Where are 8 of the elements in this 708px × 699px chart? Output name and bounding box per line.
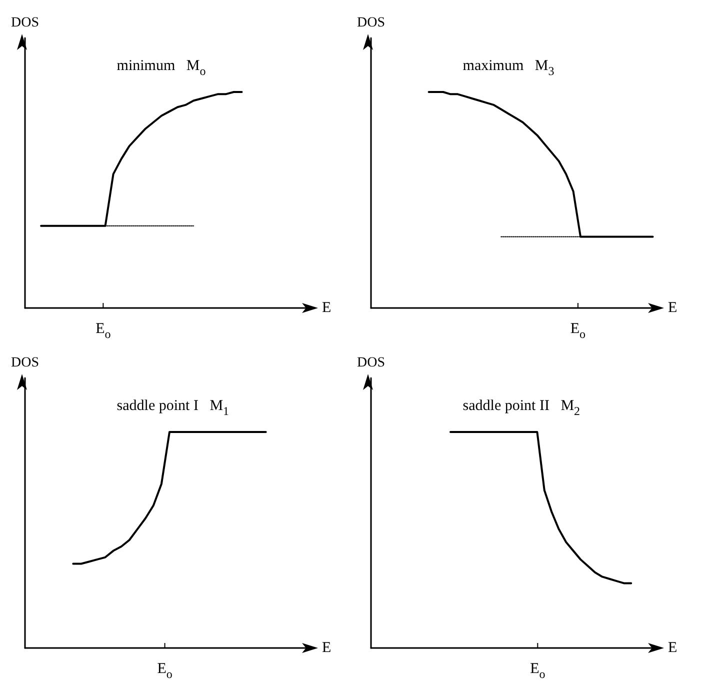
x-axis-title: E	[668, 300, 678, 316]
y-axis-title: DOS	[357, 16, 386, 30]
y-axis-title: DOS	[11, 16, 40, 30]
x-axis-title: E	[322, 640, 332, 656]
x-axis-title: E	[322, 300, 332, 316]
y-axis-title: DOS	[11, 356, 40, 370]
y-axis-title: DOS	[357, 356, 386, 370]
x-axis-title: E	[668, 640, 678, 656]
